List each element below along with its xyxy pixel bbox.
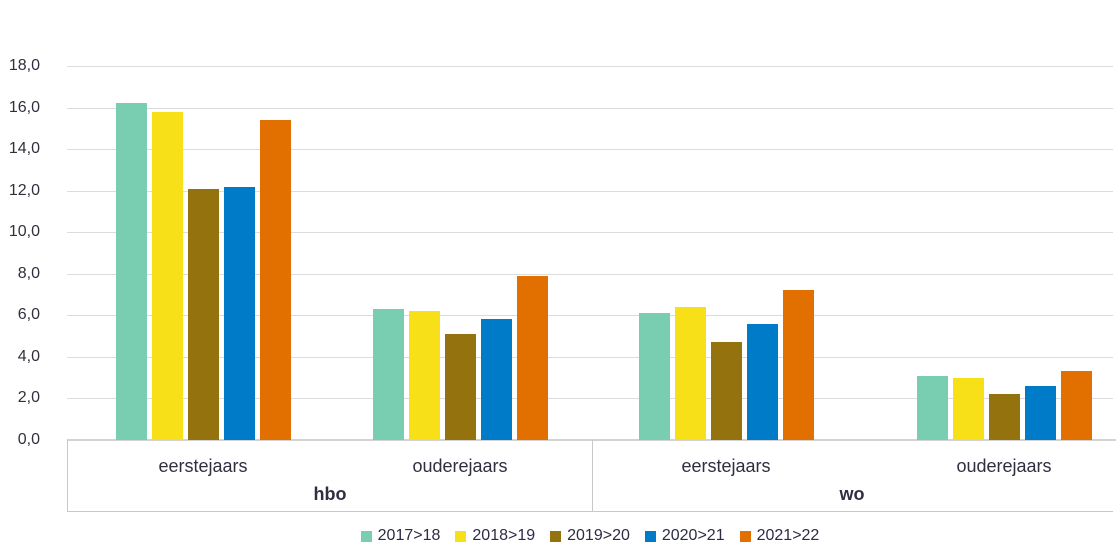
legend-label: 2017>18	[377, 527, 441, 544]
bar	[516, 275, 548, 440]
legend-label: 2019>20	[567, 527, 630, 544]
gridline	[67, 356, 1113, 358]
legend-item: 2021>22	[739, 527, 820, 545]
bar	[952, 377, 984, 440]
bar	[638, 313, 670, 440]
bar	[782, 290, 814, 440]
legend: 2017>18 2018>19 2019>20 2020>21 2021>22	[67, 527, 1113, 545]
category-label: eerstejaars	[158, 456, 248, 476]
legend-label: 2020>21	[661, 527, 725, 544]
legend-swatch	[739, 530, 751, 542]
bar	[115, 103, 147, 440]
bar	[187, 188, 219, 440]
legend-swatch	[455, 530, 467, 542]
axis-band-left-border	[67, 440, 68, 512]
gridline	[67, 232, 1113, 234]
legend-label: 2018>19	[472, 527, 536, 544]
y-axis-tick-label: 18,0	[8, 57, 40, 74]
legend-item: 2019>20	[550, 527, 630, 545]
bar	[408, 311, 440, 440]
gridline	[67, 273, 1113, 275]
legend-swatch	[644, 530, 656, 542]
category-label: ouderejaars	[412, 456, 508, 476]
category-label: eerstejaars	[681, 456, 771, 476]
gridline	[67, 315, 1113, 317]
y-axis-tick-label: 6,0	[17, 306, 40, 324]
bar	[746, 323, 778, 440]
axis-band-section-divider	[592, 440, 593, 512]
bar	[1024, 385, 1056, 440]
y-axis-tick-label: 14,0	[8, 140, 40, 158]
category-label: ouderejaars	[956, 456, 1052, 476]
bar	[372, 309, 404, 440]
gridline	[67, 149, 1113, 151]
bar	[674, 307, 706, 440]
y-axis-tick-label: 2,0	[17, 389, 40, 407]
bar	[444, 334, 476, 440]
legend-swatch	[550, 530, 562, 542]
bar	[223, 186, 255, 440]
gridline	[67, 439, 1116, 441]
y-axis-tick-label: 8,0	[17, 264, 40, 282]
y-axis-tick-label: 4,0	[17, 347, 40, 365]
section-label: hbo	[313, 484, 347, 504]
section-label: wo	[839, 484, 865, 504]
axis-band-bottom-border	[67, 511, 1113, 512]
bar	[480, 319, 512, 440]
y-axis-tick-label: 12,0	[8, 181, 40, 199]
bar	[259, 120, 291, 440]
gridline	[67, 66, 1113, 67]
y-axis-tick-label: 10,0	[8, 223, 40, 241]
gridline	[67, 190, 1113, 192]
legend-item: 2020>21	[644, 527, 725, 545]
bar	[710, 342, 742, 440]
gridline	[67, 107, 1113, 109]
legend-swatch	[360, 530, 372, 542]
gridline	[67, 398, 1113, 400]
bar	[916, 375, 948, 440]
y-axis-tick-label: 16,0	[8, 98, 40, 116]
legend-item: 2018>19	[455, 527, 535, 545]
legend-label: 2021>22	[756, 527, 820, 544]
legend-item: 2017>18	[360, 527, 441, 545]
y-axis-tick-label: 0,0	[17, 431, 40, 448]
bar	[151, 111, 183, 440]
bar	[1060, 371, 1092, 440]
bar	[988, 394, 1020, 440]
